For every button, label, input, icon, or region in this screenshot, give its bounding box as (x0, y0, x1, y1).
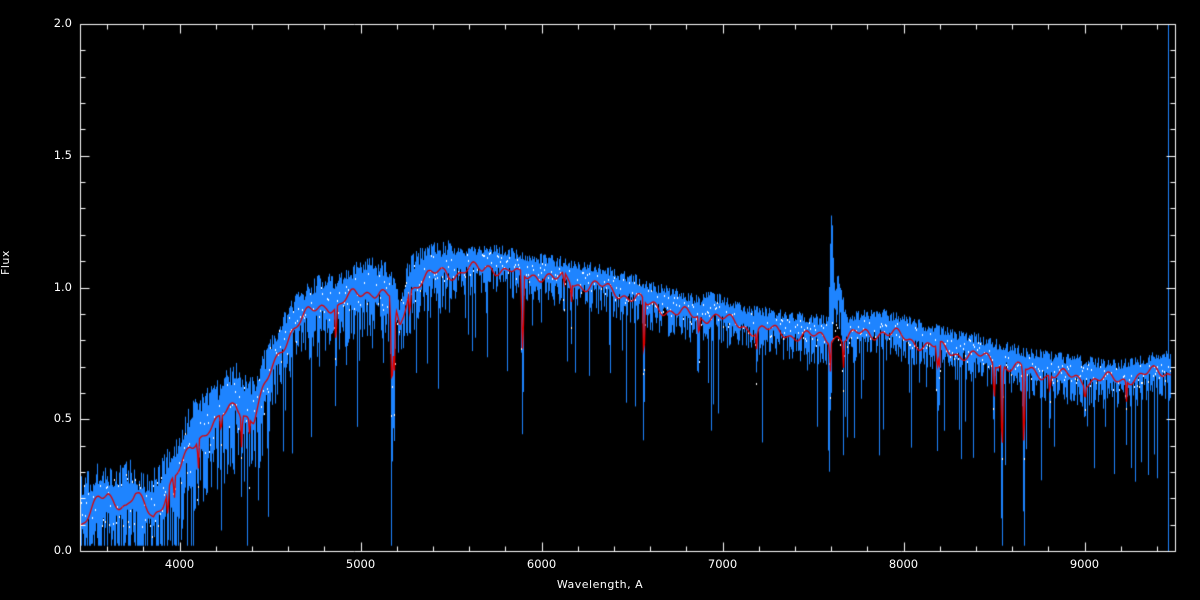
x-tick-label: 5000 (345, 557, 376, 571)
x-tick-label: 8000 (888, 557, 919, 571)
y-tick-label: 1.0 (53, 279, 72, 294)
x-tick-label: 9000 (1069, 557, 1100, 571)
x-tick-label: 7000 (707, 557, 738, 571)
x-axis-label: Wavelength, A (556, 578, 644, 591)
x-tick-label: 6000 (526, 557, 557, 571)
y-axis-label: Flux (0, 250, 12, 275)
y-tick-label: 2.0 (53, 16, 72, 30)
y-tick-label: 0.5 (53, 411, 72, 426)
x-tick-label: 4000 (164, 557, 195, 571)
y-tick-label: 1.5 (53, 147, 72, 162)
y-tick-label: 0.0 (53, 543, 72, 557)
